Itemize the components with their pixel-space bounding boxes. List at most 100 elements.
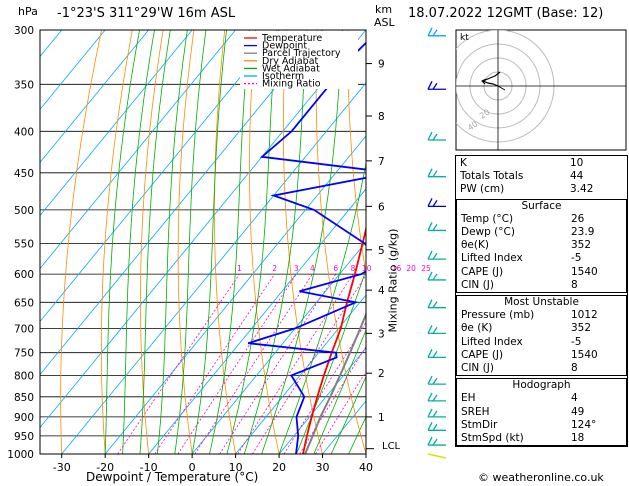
pressure-tick-label: 850: [14, 392, 34, 404]
pressure-tick-label: 750: [14, 348, 34, 360]
temp-tick-label: 40: [359, 461, 373, 474]
wind-barb-feather: [432, 82, 438, 90]
wet-adiabat-line: [191, 30, 227, 454]
wet-adiabat-line: [104, 30, 140, 454]
wet-adiabat-line: [278, 161, 366, 454]
mixing-ratio-line: [177, 273, 297, 454]
wet-adiabat-line: [261, 30, 343, 454]
isotherm-line: [40, 30, 193, 217]
temp-tick-label: 10: [229, 461, 243, 474]
pressure-tick-label: 1000: [7, 449, 34, 461]
mixing-ratio-line: [117, 273, 240, 454]
wind-barb-surface: [427, 453, 447, 459]
wind-barb-feather: [432, 327, 438, 334]
pressure-tick-label: 900: [14, 412, 34, 424]
wind-barb-feather: [427, 325, 433, 334]
mu-row: CAPE (J) 1540: [461, 348, 598, 361]
wind-barb-feather: [432, 301, 438, 309]
most-unstable-title: Most Unstable: [504, 296, 579, 309]
hodograph-unit: kt: [460, 33, 469, 43]
pressure-tick-label: 500: [14, 205, 34, 217]
wind-barb-feather: [432, 350, 438, 358]
mu-row: Pressure (mb) 1012: [461, 309, 598, 322]
hodo-row: StmSpd (kt) 18: [461, 432, 585, 445]
asl-unit-label: ASL: [374, 16, 395, 29]
isotherm-line: [235, 294, 366, 454]
pressure-tick-label: 650: [14, 297, 34, 309]
legend-entry: Isotherm: [262, 71, 304, 82]
temp-tick-label: 30: [316, 461, 330, 474]
wind-barb-feather: [427, 198, 433, 207]
mixing-ratio-axis-label: Mixing Ratio (g/kg): [386, 228, 400, 333]
mixing-ratio-line: [252, 274, 366, 454]
mixing-ratio-label: 4: [310, 264, 315, 273]
x-axis-label: Dewpoint / Temperature (°C): [86, 470, 259, 484]
dry-adiabat-line: [177, 30, 195, 454]
index-row-totals: Totals Totals 44: [460, 170, 584, 183]
pressure-tick-label: 300: [14, 25, 34, 37]
km-tick-label: 6: [378, 201, 385, 213]
series-temperature-line: [302, 225, 366, 454]
pressure-tick-label: 450: [14, 168, 34, 180]
mu-row: Lifted Index -5: [461, 335, 582, 348]
legend-entry: Mixing Ratio: [262, 79, 321, 90]
km-tick-label: 9: [378, 59, 385, 71]
temp-tick-label: -10: [140, 461, 158, 474]
surface-title: Surface: [521, 199, 562, 212]
surface-section: Surface Temp (°C) 26 Dewp (°C) 23.9 θe(K) 3…: [456, 198, 627, 294]
series-parcel-trajectory-line: [304, 311, 366, 454]
wind-barb-feather: [427, 422, 433, 431]
wet-adiabat-line: [157, 30, 188, 454]
mixing-ratio-line: [194, 273, 313, 454]
mixing-ratio-label: 25: [421, 264, 431, 273]
hodograph-stats-title: Hodograph: [512, 379, 571, 392]
km-tick-label: 5: [378, 245, 385, 257]
mixing-ratio-label: 3: [294, 264, 299, 273]
hodograph-storm-arrow: [497, 85, 506, 91]
copyright-link[interactable]: © weatheronline.co.uk: [478, 471, 604, 484]
wind-barb-feather: [432, 410, 438, 418]
temp-tick-label: -20: [96, 461, 114, 474]
wind-barb-feather: [432, 423, 438, 431]
hodo-row: StmDir 124°: [461, 418, 597, 431]
wind-barb-feather: [427, 131, 433, 141]
mixing-ratio-label: 6: [333, 264, 338, 273]
legend-entry: Temperature: [261, 33, 322, 44]
km-tick-label: 2: [378, 368, 385, 380]
dry-adiabat-line: [213, 30, 236, 454]
mixing-ratio-label: 20: [406, 264, 416, 273]
wind-barb-feather: [432, 170, 438, 178]
wet-adiabat-line: [122, 30, 155, 454]
wind-barb-feather: [432, 29, 438, 37]
indices-table: K 10 Totals Totals 44 PW (cm) 3.42 Surface …: [455, 155, 628, 448]
wind-barb-feather: [432, 377, 438, 385]
mixing-ratio-label: 8: [351, 264, 356, 273]
dry-adiabat-line: [60, 30, 102, 454]
mixing-ratio-line: [237, 273, 354, 454]
pressure-tick-label: 600: [14, 269, 34, 281]
hodograph-arrowhead: [481, 78, 487, 85]
wind-barb-feather: [427, 168, 433, 177]
legend-entry: Dewpoint: [262, 41, 307, 52]
most-unstable-section: Most Unstable Pressure (mb) 1012 θe (K) 35…: [456, 295, 627, 377]
mu-row: CIN (J) 8: [461, 362, 578, 375]
hodograph-frame: [455, 29, 627, 151]
mixing-ratio-label: 1: [237, 264, 242, 273]
wind-barb-feather: [432, 394, 438, 402]
surface-row: CAPE (J) 1540: [461, 265, 598, 278]
pressure-unit-label: hPa: [18, 5, 38, 18]
mu-row: θe (K) 352: [461, 322, 592, 335]
mixing-ratio-line: [154, 273, 275, 454]
indices-top-block: K 10 Totals Totals 44 PW (cm) 3.42: [456, 156, 627, 197]
mixing-ratio-label: 16: [392, 264, 402, 273]
surface-row: Temp (°C) 26: [461, 212, 585, 225]
wind-barb-feather: [427, 408, 433, 418]
pressure-tick-label: 400: [14, 126, 34, 138]
legend-entry: Parcel Trajectory: [262, 48, 341, 59]
wind-barb-feather: [432, 273, 438, 281]
pressure-tick-label: 800: [14, 370, 34, 382]
legend-entry: Dry Adiabat: [262, 56, 319, 67]
pressure-tick-label: 700: [14, 323, 34, 335]
mixing-ratio-label: 10: [362, 264, 372, 273]
km-tick-label: 4: [378, 285, 385, 297]
